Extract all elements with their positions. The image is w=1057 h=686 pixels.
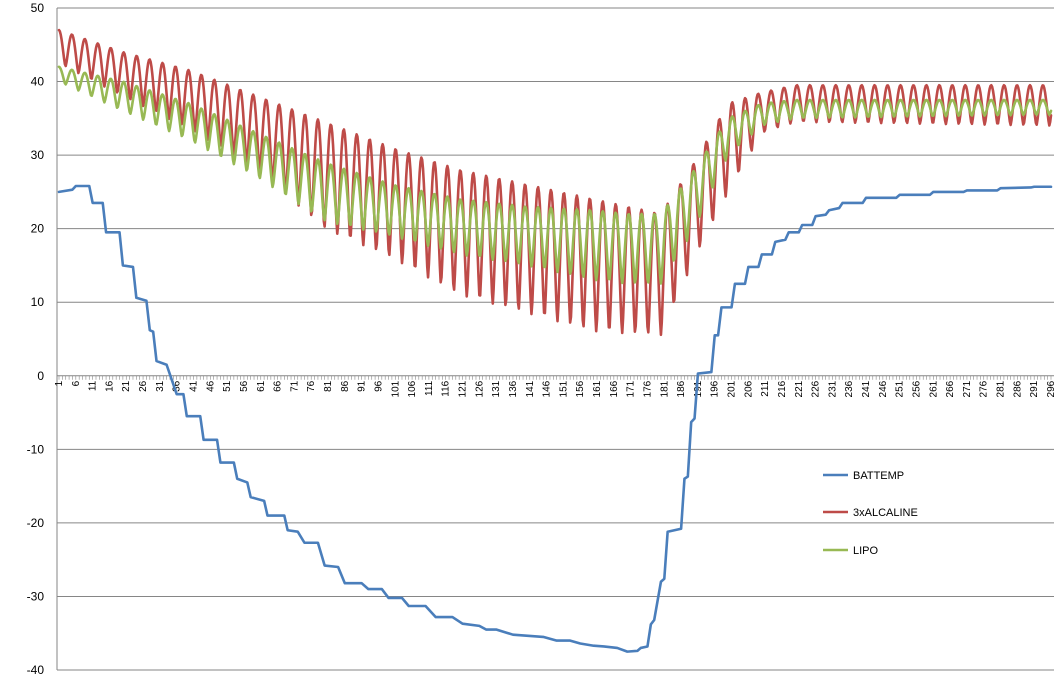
- x-tick-label: 266: [945, 380, 956, 397]
- x-tick-label: 211: [760, 380, 771, 396]
- x-tick-label: 111: [424, 380, 435, 396]
- y-tick-label: -40: [27, 663, 45, 677]
- x-tick-label: 1: [54, 380, 65, 386]
- y-tick-label: 30: [31, 148, 45, 162]
- y-tick-label: 20: [31, 222, 45, 236]
- x-tick-label: 136: [508, 380, 519, 397]
- legend: BATTEMP 3xALCALINE LIPO: [823, 470, 918, 557]
- x-tick-label: 291: [1029, 380, 1040, 397]
- y-tick-label: 50: [31, 1, 45, 15]
- x-tick-label: 256: [911, 380, 922, 397]
- x-tick-label: 16: [104, 380, 115, 392]
- data-series: [57, 28, 1053, 653]
- x-tick-label: 281: [996, 380, 1007, 397]
- x-tick-label: 296: [1046, 380, 1057, 397]
- x-tick-label: 96: [373, 380, 384, 392]
- x-tick-label: 181: [659, 380, 670, 397]
- y-tick-label: -10: [27, 442, 45, 456]
- x-tick-label: 41: [189, 380, 200, 392]
- x-tick-label: 161: [592, 380, 603, 397]
- axes: [56, 8, 1054, 670]
- x-tick-label: 26: [138, 380, 149, 392]
- x-tick-label: 116: [441, 380, 452, 396]
- x-tick-label: 231: [827, 380, 838, 397]
- x-tick-label: 61: [256, 380, 267, 392]
- x-tick-label: 46: [205, 380, 216, 392]
- x-tick-label: 151: [558, 380, 569, 397]
- x-tick-label: 71: [289, 380, 300, 392]
- series-line-battemp: [57, 184, 1053, 653]
- x-tick-label: 201: [727, 380, 738, 397]
- legend-label: LIPO: [853, 545, 879, 557]
- legend-label: BATTEMP: [853, 470, 904, 482]
- x-tick-label: 76: [306, 380, 317, 392]
- x-tick-label: 206: [743, 380, 754, 397]
- x-tick-label: 106: [407, 380, 418, 397]
- x-tick-label: 226: [811, 380, 822, 397]
- x-tick-label: 191: [693, 380, 704, 397]
- x-tick-label: 66: [273, 380, 284, 392]
- x-tick-label: 91: [357, 380, 368, 392]
- x-tick-label: 221: [794, 380, 805, 397]
- x-tick-label: 86: [340, 380, 351, 392]
- x-tick-label: 11: [88, 380, 99, 391]
- x-tick-label: 196: [710, 380, 721, 397]
- x-tick-label: 141: [525, 380, 536, 397]
- x-tick-label: 131: [491, 380, 502, 397]
- x-tick-label: 146: [542, 380, 553, 397]
- legend-label: 3xALCALINE: [853, 507, 918, 519]
- x-tick-label: 36: [172, 380, 183, 392]
- x-tick-label: 121: [458, 380, 469, 397]
- x-tick-label: 51: [222, 380, 233, 392]
- y-tick-label: 0: [37, 369, 44, 383]
- x-tick-label: 21: [121, 380, 132, 392]
- y-tick-label: 40: [31, 75, 45, 89]
- x-tick-label: 101: [390, 380, 401, 397]
- x-tick-label: 81: [323, 380, 334, 392]
- x-tick-label: 246: [878, 380, 889, 397]
- x-tick-label: 166: [609, 380, 620, 397]
- x-tick-label: 156: [575, 380, 586, 397]
- x-tick-label: 276: [979, 380, 990, 397]
- x-tick-label: 126: [474, 380, 485, 397]
- x-tick-label: 216: [777, 380, 788, 397]
- x-tick-label: 261: [928, 380, 939, 397]
- x-tick-label: 6: [71, 380, 82, 386]
- x-tick-label: 236: [844, 380, 855, 397]
- x-tick-label: 31: [155, 380, 166, 392]
- x-tick-label: 251: [895, 380, 906, 397]
- x-tick-label: 286: [1012, 380, 1023, 397]
- y-tick-label: -20: [27, 516, 45, 530]
- x-tick-label: 176: [642, 380, 653, 397]
- x-tick-label: 241: [861, 380, 872, 397]
- x-tick-label: 56: [239, 380, 250, 392]
- x-tick-label: 271: [962, 380, 973, 397]
- y-tick-label: 10: [31, 295, 45, 309]
- series-line-lipo: [57, 65, 1053, 285]
- series-line-3xalcaline: [57, 28, 1053, 337]
- y-tick-label: -30: [27, 589, 45, 603]
- x-tick-label: 186: [676, 380, 687, 397]
- y-axis-tick-labels: -40 -30 -20 -10 0 10 20 30 40 50: [27, 1, 45, 677]
- x-axis-tick-labels: 1 6 11 16 21 26 31 36 41 46 51 56 61 66 71 76 81 86 91 96 10…: [54, 380, 1057, 397]
- x-tick-label: 171: [626, 380, 637, 397]
